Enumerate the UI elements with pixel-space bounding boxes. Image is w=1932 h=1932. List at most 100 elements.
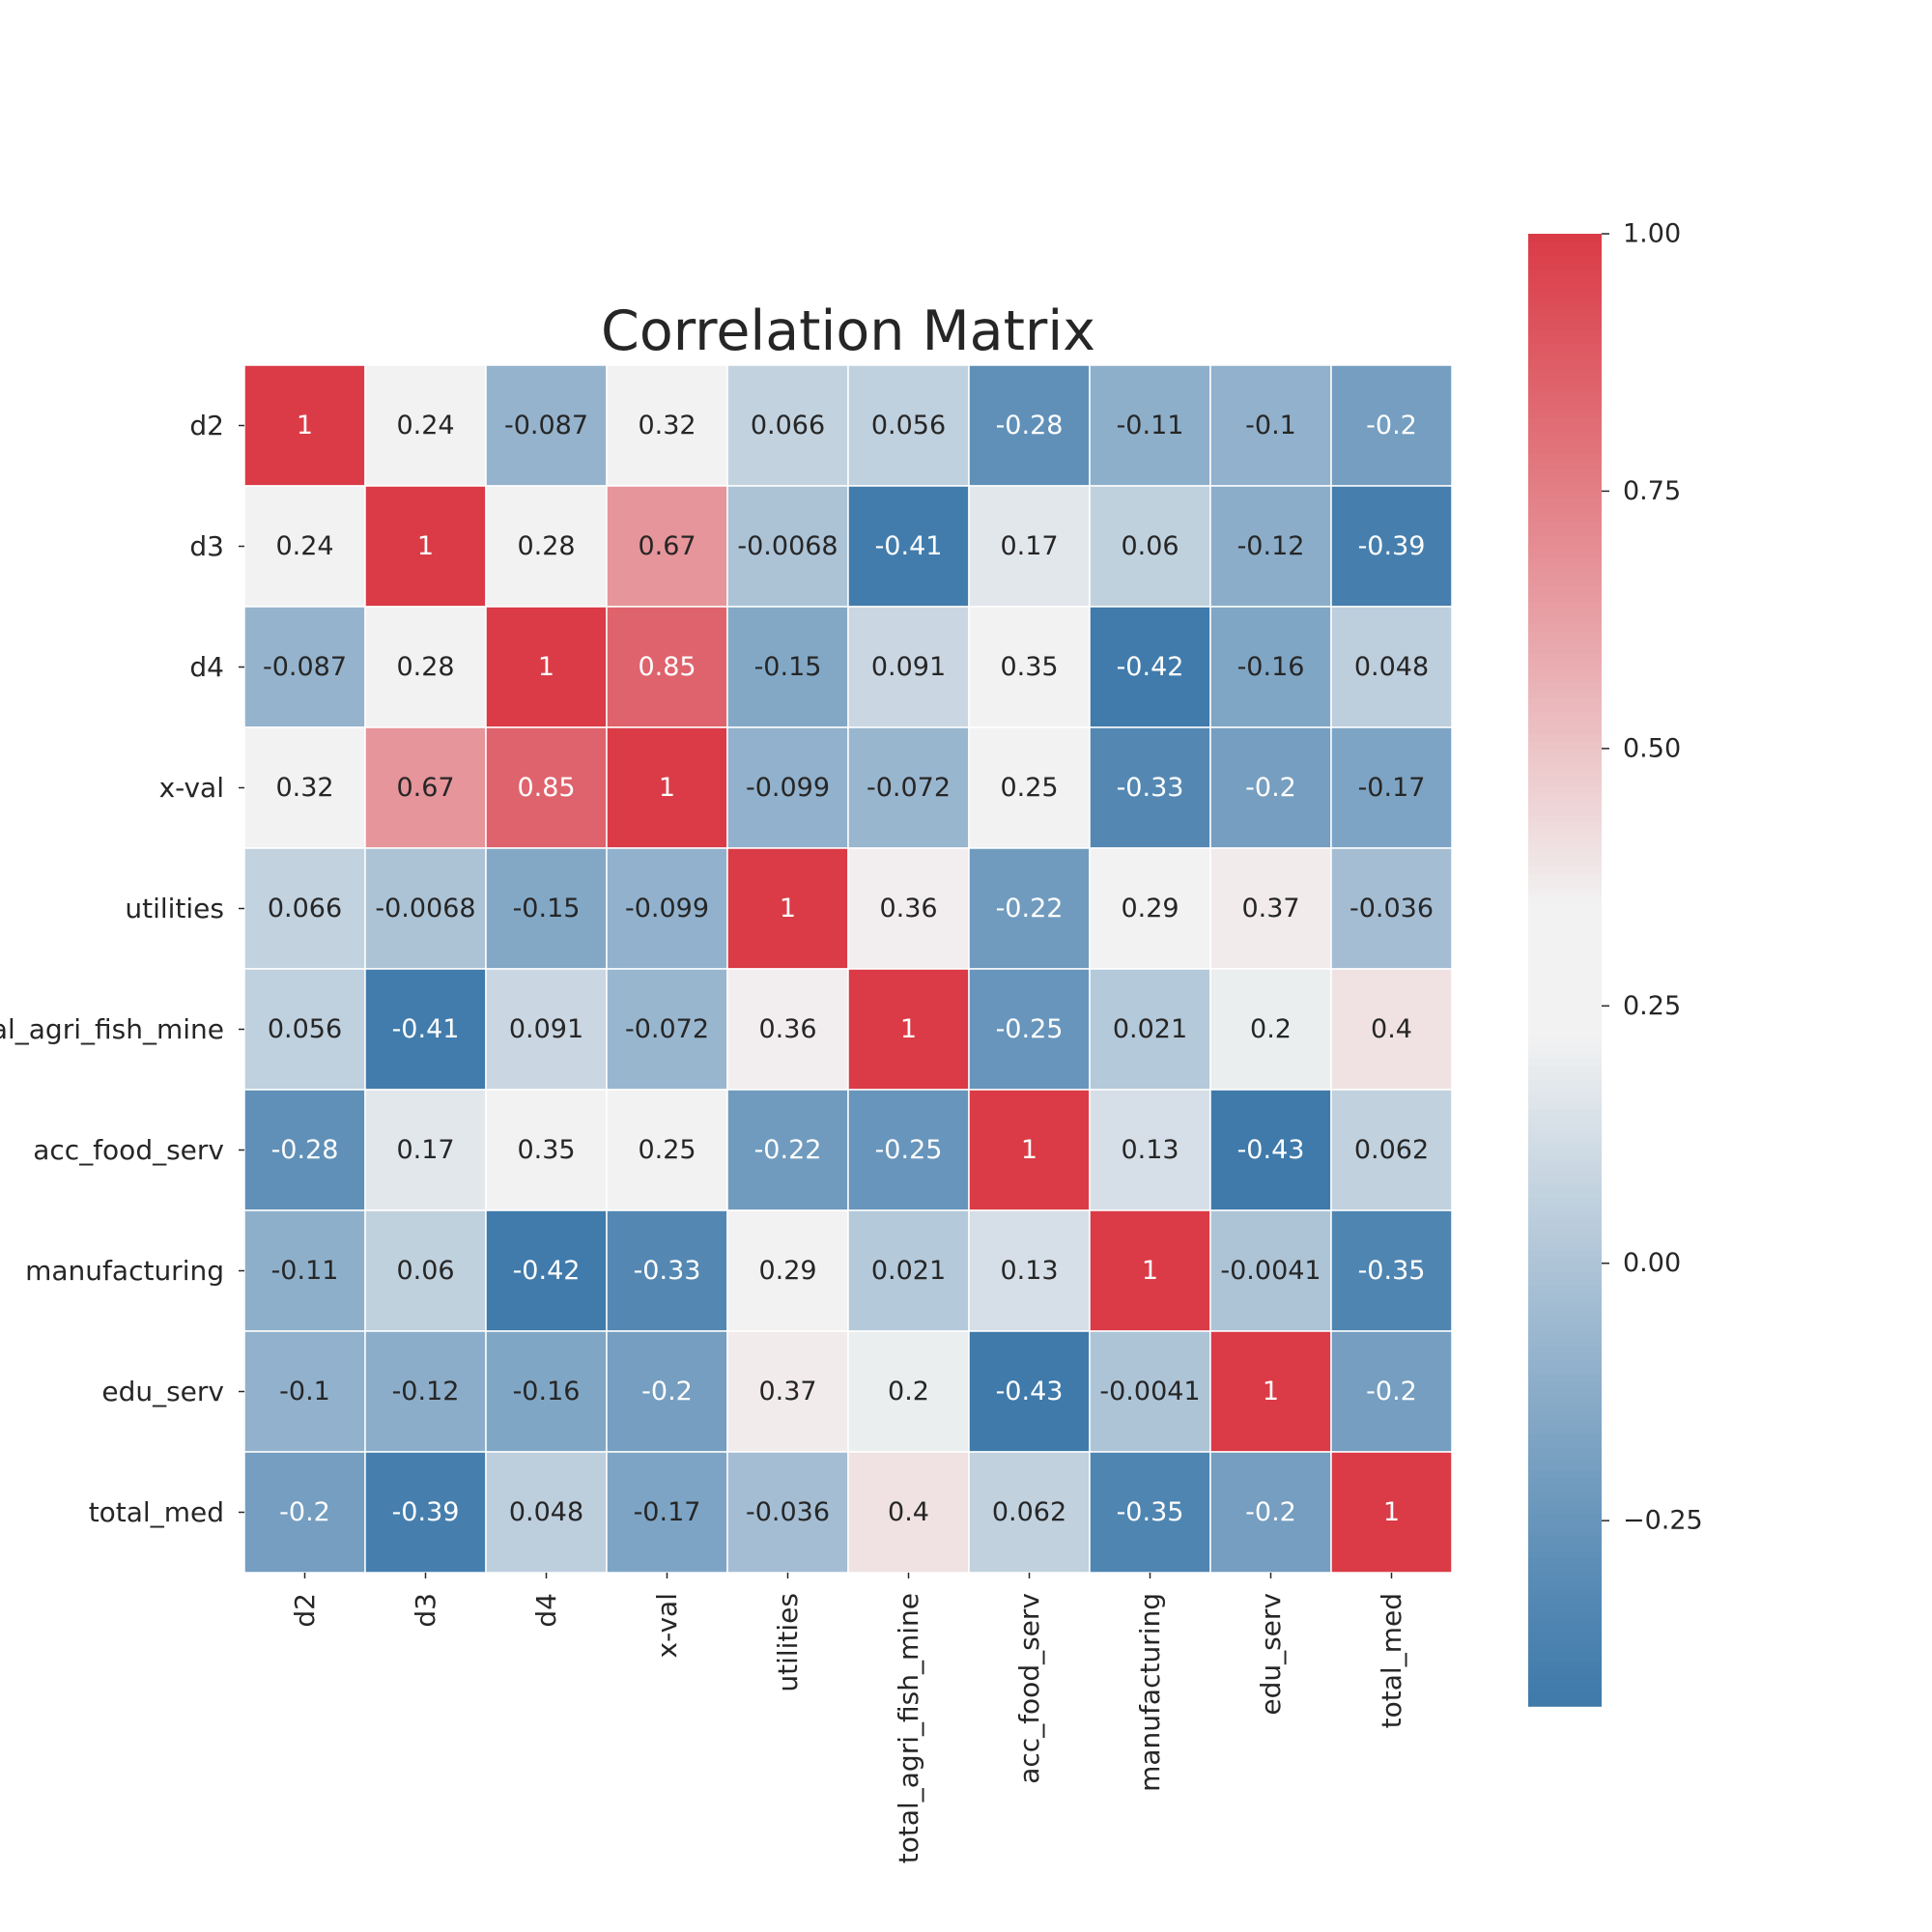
colorbar-gradient-segment <box>1528 1146 1602 1155</box>
cell-annotation: -0.33 <box>1117 773 1184 803</box>
cell-annotation: 0.37 <box>1241 894 1299 923</box>
colorbar-gradient-segment <box>1528 903 1602 912</box>
heatmap-cell <box>726 606 849 728</box>
colorbar-gradient-segment <box>1528 344 1602 353</box>
heatmap-cell <box>485 1209 608 1332</box>
colorbar-gradient-segment <box>1528 1580 1602 1589</box>
heatmap-cell <box>243 968 366 1091</box>
colorbar-gradient-segment <box>1528 572 1602 581</box>
cell-annotation: -0.16 <box>513 1377 581 1406</box>
colorbar-gradient-segment <box>1528 660 1602 669</box>
heatmap-cell <box>364 485 487 608</box>
colorbar-gradient-segment <box>1528 668 1602 676</box>
colorbar-gradient-segment <box>1528 1176 1602 1184</box>
colorbar-gradient-segment <box>1528 1021 1602 1030</box>
colorbar-gradient-segment <box>1528 358 1602 367</box>
cell-annotation: -0.072 <box>867 773 951 803</box>
colorbar-gradient-segment <box>1528 1153 1602 1162</box>
cell-annotation: 0.85 <box>517 773 575 803</box>
colorbar-gradient-segment <box>1528 498 1602 507</box>
colorbar-gradient-segment <box>1528 911 1602 920</box>
heatmap-cell <box>1089 1209 1211 1332</box>
colorbar-gradient-segment <box>1528 704 1602 714</box>
heatmap-cell <box>968 726 1091 849</box>
cell-annotation: 0.25 <box>638 1135 696 1165</box>
heatmap-cell <box>968 1330 1091 1453</box>
cell-annotation: -0.22 <box>754 1135 822 1165</box>
colorbar-gradient-segment <box>1528 1654 1602 1663</box>
colorbar-gradient-segment <box>1528 1440 1602 1450</box>
heatmap-cell <box>1330 1451 1453 1574</box>
cell-annotation: -0.16 <box>1237 652 1305 682</box>
colorbar-tick-label: 1.00 <box>1623 219 1681 249</box>
colorbar-gradient-segment <box>1528 557 1602 566</box>
heatmap-cell <box>847 364 970 487</box>
cell-annotation: -0.39 <box>392 1497 460 1527</box>
heatmap-cell <box>1209 1330 1332 1453</box>
colorbar-gradient-segment <box>1528 586 1602 596</box>
cell-annotation: -0.41 <box>392 1014 460 1044</box>
cell-annotation: 0.4 <box>888 1497 929 1527</box>
colorbar-gradient-segment <box>1528 1558 1602 1568</box>
heatmap-cell <box>243 1451 366 1574</box>
colorbar-gradient-segment <box>1528 1507 1602 1516</box>
colorbar-gradient-segment <box>1528 255 1602 265</box>
cell-annotation: 0.056 <box>871 411 946 440</box>
colorbar-gradient-segment <box>1528 1573 1602 1582</box>
colorbar-gradient-segment <box>1528 1279 1602 1288</box>
colorbar-gradient-segment <box>1528 314 1602 324</box>
cell-annotation: -0.0068 <box>737 531 838 561</box>
cell-annotation: -0.25 <box>875 1135 943 1165</box>
cell-annotation: 0.13 <box>1121 1135 1179 1165</box>
heatmap-cell <box>968 1089 1091 1211</box>
cell-annotation: -0.099 <box>746 773 830 803</box>
colorbar-gradient-segment <box>1528 785 1602 794</box>
cell-annotation: -0.1 <box>1245 411 1296 440</box>
cell-annotation: -0.0068 <box>375 894 475 923</box>
column-label: d2 <box>289 1593 321 1628</box>
cell-annotation: -0.17 <box>634 1497 701 1527</box>
column-label: utilities <box>772 1593 804 1692</box>
colorbar-gradient-segment <box>1528 1249 1602 1258</box>
heatmap-cell <box>1209 968 1332 1091</box>
colorbar-gradient-segment <box>1528 1639 1602 1648</box>
colorbar-gradient-segment <box>1528 270 1602 279</box>
cell-annotation: -0.42 <box>1117 652 1184 682</box>
colorbar: 1.00 0.75 0.50 0.25 0.00 −0.25 <box>1528 219 1703 1707</box>
colorbar-gradient-segment <box>1528 741 1602 751</box>
heatmap-cell <box>1330 1209 1453 1332</box>
colorbar-gradient-segment <box>1528 822 1602 832</box>
colorbar-gradient-segment <box>1528 1345 1602 1354</box>
colorbar-gradient-segment <box>1528 734 1602 743</box>
heatmap-cell <box>847 1089 970 1211</box>
colorbar-gradient-segment <box>1528 425 1602 434</box>
colorbar-gradient-segment <box>1528 1094 1602 1103</box>
heatmap-cell <box>606 485 728 608</box>
heatmap-cell <box>606 1451 728 1574</box>
colorbar-gradient-segment <box>1528 616 1602 625</box>
colorbar-gradient-segment <box>1528 1492 1602 1501</box>
heatmap-cell <box>847 485 970 608</box>
colorbar-gradient-segment <box>1528 948 1602 956</box>
cell-annotation: -0.39 <box>1358 531 1426 561</box>
colorbar-tick-label: −0.25 <box>1623 1506 1703 1536</box>
colorbar-gradient-segment <box>1528 241 1602 250</box>
cell-annotation: -0.43 <box>1237 1135 1305 1165</box>
colorbar-gradient-segment <box>1528 277 1602 287</box>
column-label: acc_food_serv <box>1013 1593 1045 1784</box>
colorbar-gradient-segment <box>1528 1359 1602 1369</box>
column-label: total_med <box>1376 1593 1407 1728</box>
colorbar-gradient-segment <box>1528 1485 1602 1493</box>
colorbar-gradient-segment <box>1528 1190 1602 1200</box>
cell-annotation: -0.35 <box>1117 1497 1184 1527</box>
cell-annotation: -0.087 <box>263 652 347 682</box>
heatmap-cell <box>364 1451 487 1574</box>
colorbar-gradient-segment <box>1528 697 1602 706</box>
heatmap-cell <box>243 364 366 487</box>
row-label: total_agri_fish_mine <box>0 1013 224 1045</box>
row-label: edu_serv <box>101 1376 224 1407</box>
colorbar-gradient-segment <box>1528 1698 1602 1707</box>
heatmap-cell <box>485 364 608 487</box>
cell-annotation: -0.0041 <box>1220 1256 1321 1286</box>
